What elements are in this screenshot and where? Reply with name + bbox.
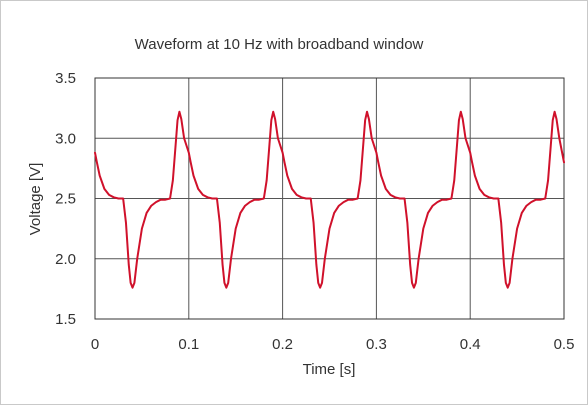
y-tick-label: 3.0 — [55, 130, 76, 147]
x-tick-label: 0.3 — [366, 336, 387, 353]
x-axis-label: Time [s] — [303, 361, 356, 378]
x-tick-label: 0.4 — [460, 336, 481, 353]
y-tick-labels: 1.5 2.0 2.5 3.0 3.5 — [55, 70, 76, 328]
y-tick-label: 2.0 — [55, 251, 76, 268]
x-tick-label: 0.5 — [554, 336, 575, 353]
y-tick-label: 2.5 — [55, 191, 76, 208]
x-tick-labels: 0 0.1 0.2 0.3 0.4 0.5 — [91, 336, 575, 353]
series-line-0 — [94, 110, 565, 289]
chart-title: Waveform at 10 Hz with broadband window — [135, 36, 424, 53]
series-layer — [94, 110, 565, 289]
x-tick-label: 0 — [91, 336, 99, 353]
plot-area-border — [94, 77, 565, 320]
y-axis-label: Voltage [V] — [27, 163, 44, 236]
y-tick-label: 1.5 — [55, 311, 76, 328]
x-tick-label: 0.1 — [178, 336, 199, 353]
y-tick-label: 3.5 — [55, 70, 76, 87]
x-tick-label: 0.2 — [272, 336, 293, 353]
